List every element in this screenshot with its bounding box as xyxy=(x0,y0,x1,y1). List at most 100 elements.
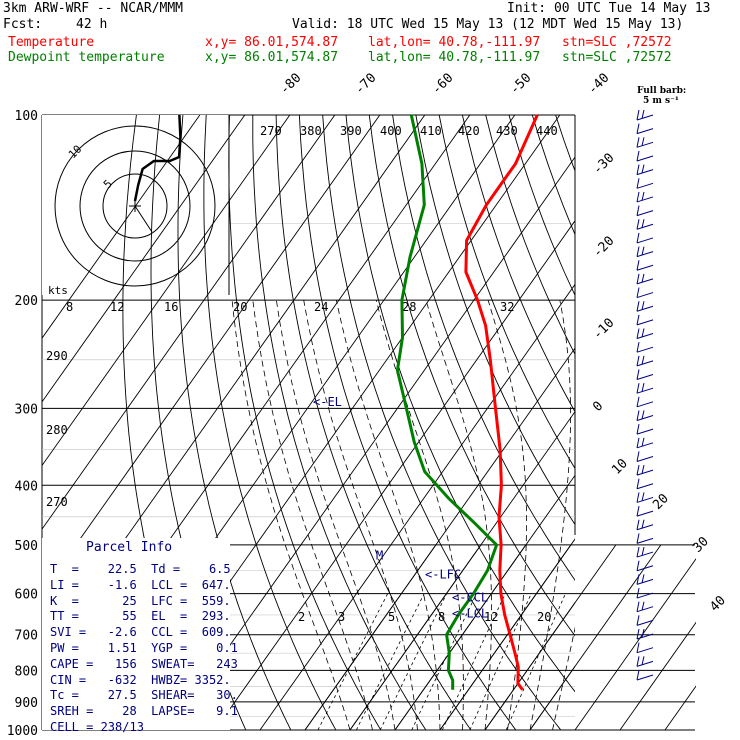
wind-barb-flag xyxy=(636,123,640,134)
mixing-ratio-label: 5 xyxy=(388,610,395,624)
wind-barb-flag xyxy=(636,424,640,435)
parcel-info-row: SREH = 28 LAPSE= 9.1 xyxy=(50,704,238,719)
dry-adiabat xyxy=(438,115,575,470)
hodograph-ring xyxy=(102,173,168,239)
pressure-tick-label: 200 xyxy=(15,294,38,309)
wind-barb-staff xyxy=(636,155,654,162)
moist-adiabat xyxy=(231,300,351,730)
mixing-ratio-line xyxy=(469,593,532,730)
dry-adiabat xyxy=(368,115,575,637)
wind-barb-flag xyxy=(641,519,645,529)
wind-barb xyxy=(636,342,654,353)
legend-temperature-stn: stn=SLC ,72572 xyxy=(562,35,672,50)
wind-barb xyxy=(636,301,654,312)
dry-adiabat xyxy=(415,115,575,526)
theta-label: 440 xyxy=(536,124,558,138)
wind-barb xyxy=(636,314,654,326)
wind-barb xyxy=(636,410,654,421)
wind-barb-flag xyxy=(636,150,640,162)
wind-barb-staff xyxy=(636,387,654,394)
isotherm-ext xyxy=(484,544,617,731)
hodograph-speed-tick: 20 xyxy=(233,300,247,314)
wind-barb-staff xyxy=(636,292,654,299)
mixing-ratio-line xyxy=(379,593,448,730)
wind-barb-staff xyxy=(636,606,654,613)
wind-barb-flag xyxy=(641,109,645,119)
hodograph-trace xyxy=(133,115,182,202)
parcel-level-label: <-CCL xyxy=(452,591,488,605)
legend-temperature: Temperature xyxy=(8,35,95,50)
parcel-info-title: Parcel Info xyxy=(86,540,173,555)
theta-label: 400 xyxy=(380,124,402,138)
wind-barb-flag xyxy=(636,109,640,121)
wind-barb-staff xyxy=(636,496,654,503)
wind-barb xyxy=(636,492,654,503)
wind-barb-staff xyxy=(636,223,654,230)
wind-barb-flag xyxy=(636,669,640,681)
wind-barb-staff xyxy=(636,619,654,626)
wind-barb-staff xyxy=(636,401,654,408)
isotherm-label: -20 xyxy=(590,234,617,261)
moist-adiabat xyxy=(252,300,373,730)
parcel-info-row: Tc = 27.5 SHEAR= 30. xyxy=(50,688,238,703)
parcel-info-row: CELL = 238/13 xyxy=(50,720,144,734)
isotherm-label: -10 xyxy=(590,316,617,343)
wind-barb-staff xyxy=(636,510,654,517)
valid-time: Valid: 18 UTC Wed 15 May 13 (12 MDT Wed … xyxy=(292,17,684,32)
wind-barb-flag xyxy=(641,437,645,447)
wind-barb-staff xyxy=(636,660,654,667)
wind-barb xyxy=(636,628,654,640)
wind-barb-flag xyxy=(636,587,640,599)
hodograph-speed-tick: 28 xyxy=(402,300,416,314)
wind-barb-flag xyxy=(641,246,645,256)
wind-barb-staff xyxy=(636,196,654,203)
parcel-level-label: <-EL xyxy=(313,395,342,409)
wind-barb-flag xyxy=(641,656,645,665)
wind-barb-staff xyxy=(636,237,654,244)
mixing-ratio-line xyxy=(505,593,566,730)
wind-barb-flag xyxy=(641,601,645,611)
wind-barb xyxy=(636,137,654,148)
wind-barb-staff xyxy=(636,346,654,353)
wind-barb-staff xyxy=(636,674,654,681)
theta-left-label: 290 xyxy=(46,349,68,363)
isotherm xyxy=(42,115,246,403)
wind-barb-staff xyxy=(636,592,654,599)
isotherm-label: -80 xyxy=(277,71,304,98)
wind-barb-staff xyxy=(636,305,654,312)
pressure-tick-label: 900 xyxy=(15,696,38,711)
hodograph-speed-tick: 32 xyxy=(500,300,514,314)
wind-barb-flag xyxy=(636,301,640,312)
dry-adiabat xyxy=(252,115,427,730)
wind-barb-staff xyxy=(636,469,654,476)
dry-adiabat xyxy=(345,115,575,693)
wind-barb xyxy=(636,164,654,176)
wind-barb-flag xyxy=(641,546,645,556)
wind-barb-staff xyxy=(636,278,654,285)
wind-barb xyxy=(636,587,654,599)
wind-barb xyxy=(636,519,654,531)
mask-right xyxy=(696,500,740,740)
mixing-ratio-line xyxy=(411,593,477,730)
wind-barb-flag xyxy=(636,533,640,544)
wind-barb-staff xyxy=(636,415,654,421)
isotherm-ext xyxy=(349,544,482,731)
parcel-level-label: <-LFC xyxy=(425,568,461,582)
mixing-ratio-line xyxy=(356,593,425,730)
isotherm xyxy=(214,220,575,730)
wind-barb xyxy=(636,383,654,394)
fcst-hours: 42 h xyxy=(76,17,108,32)
wind-barb xyxy=(636,205,654,217)
parcel-info-row: SVI = -2.6 CCL = 609. xyxy=(50,625,231,640)
wind-barb-staff xyxy=(636,264,654,271)
theta-label: 430 xyxy=(496,124,518,138)
parcel-info-row: LI = -1.6 LCL = 647. xyxy=(50,577,231,592)
legend-dewpoint-stn: stn=SLC ,72572 xyxy=(562,50,672,65)
model-title: 3km ARW-WRF -- NCAR/MMM xyxy=(3,1,184,16)
wind-barb-flag xyxy=(636,396,640,407)
wind-barb-staff xyxy=(636,442,654,449)
wind-barb-flag xyxy=(636,601,640,612)
wind-barb-flag xyxy=(636,560,640,571)
wind-barb-flag xyxy=(636,451,640,462)
